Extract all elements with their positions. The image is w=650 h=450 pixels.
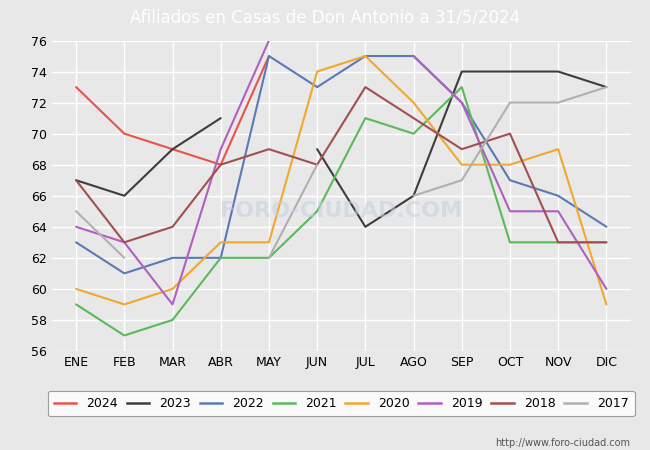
Text: Afiliados en Casas de Don Antonio a 31/5/2024: Afiliados en Casas de Don Antonio a 31/5… xyxy=(130,9,520,27)
Text: http://www.foro-ciudad.com: http://www.foro-ciudad.com xyxy=(495,438,630,448)
Legend: 2024, 2023, 2022, 2021, 2020, 2019, 2018, 2017: 2024, 2023, 2022, 2021, 2020, 2019, 2018… xyxy=(47,391,635,416)
Text: FORO-CIUDAD.COM: FORO-CIUDAD.COM xyxy=(220,201,462,221)
